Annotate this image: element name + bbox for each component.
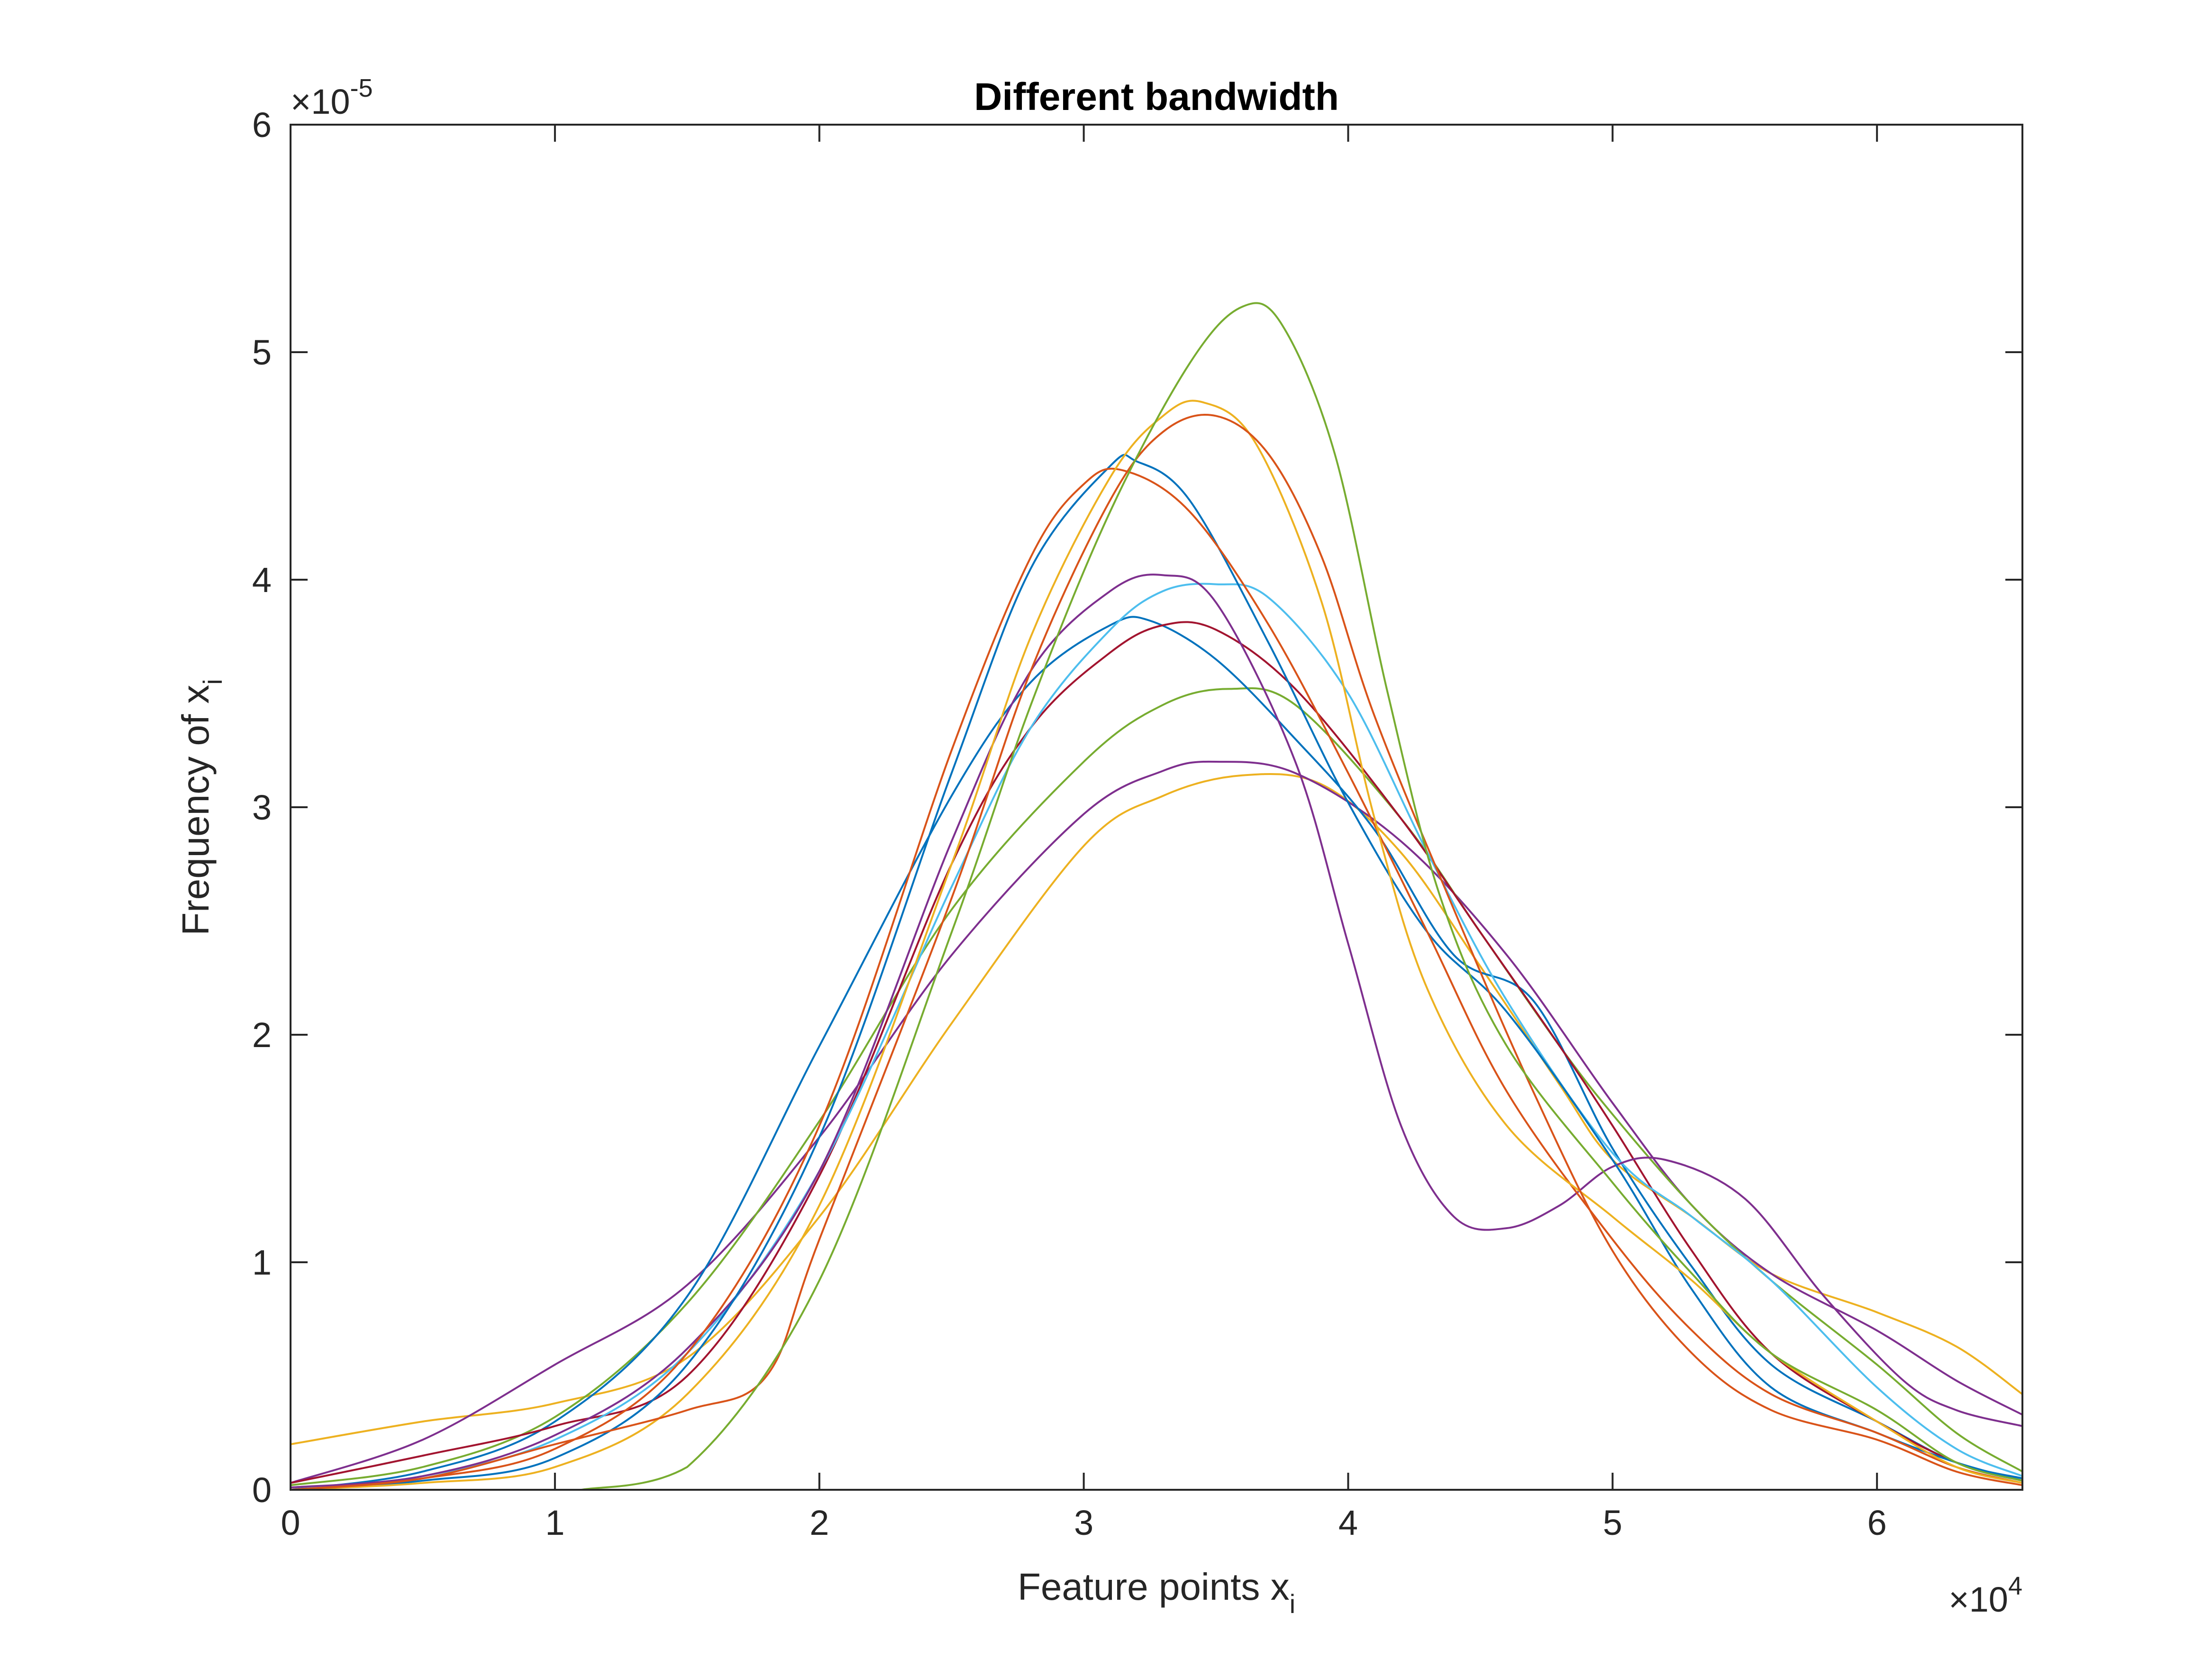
series-line-10	[290, 400, 2023, 1491]
tick-layer: 0 1 2 3 4 5 6 0 1 2 3 4 5 6	[252, 105, 2022, 1542]
x-tick-label-1: 0	[281, 1503, 300, 1542]
x-tick-label-2: 1	[545, 1503, 564, 1542]
y-exponent-base: ×10	[291, 82, 350, 121]
x-tick-label-3: 2	[810, 1503, 829, 1542]
series-line-4	[290, 616, 2023, 1491]
x-tick-label-5: 4	[1338, 1503, 1358, 1542]
x-axis-label-main: Feature points x	[1018, 1566, 1290, 1608]
x-tick-label-4: 3	[1074, 1503, 1093, 1542]
x-exponent-base: ×10	[1948, 1580, 2008, 1619]
series-line-9	[290, 467, 2023, 1491]
y-axis-label-main: Frequency of x	[174, 685, 217, 936]
plot-area	[291, 125, 2022, 1490]
y-tick-label-1: 0	[252, 1470, 272, 1510]
y-axis-label-sub: i	[198, 679, 228, 684]
x-tick-label-6: 5	[1603, 1503, 1622, 1542]
y-exponent-label: ×10-5	[291, 74, 373, 121]
y-tick-label-2: 1	[252, 1243, 272, 1282]
y-tick-label-4: 3	[252, 788, 272, 827]
x-tick-label-7: 6	[1867, 1503, 1887, 1542]
x-exponent-label: ×104	[1948, 1572, 2022, 1619]
series-line-2	[290, 760, 2023, 1484]
series-layer	[290, 302, 2023, 1491]
series-line-7	[290, 574, 2023, 1489]
y-tick-label-3: 2	[252, 1015, 272, 1055]
x-axis-label-sub: i	[1290, 1589, 1295, 1619]
y-exponent-power: -5	[350, 74, 373, 102]
series-line-12	[581, 302, 2023, 1491]
y-axis-label: Frequency of xi	[174, 679, 228, 936]
series-line-8	[290, 454, 2023, 1491]
y-tick-label-5: 4	[252, 560, 272, 600]
series-line-11	[290, 414, 2023, 1491]
y-tick-label-7: 6	[252, 105, 272, 145]
x-axis-label: Feature points xi	[1018, 1566, 1295, 1619]
y-tick-label-6: 5	[252, 333, 272, 372]
series-line-5	[290, 621, 2023, 1484]
chart-title: Different bandwidth	[974, 75, 1339, 118]
x-exponent-power: 4	[2008, 1572, 2022, 1600]
